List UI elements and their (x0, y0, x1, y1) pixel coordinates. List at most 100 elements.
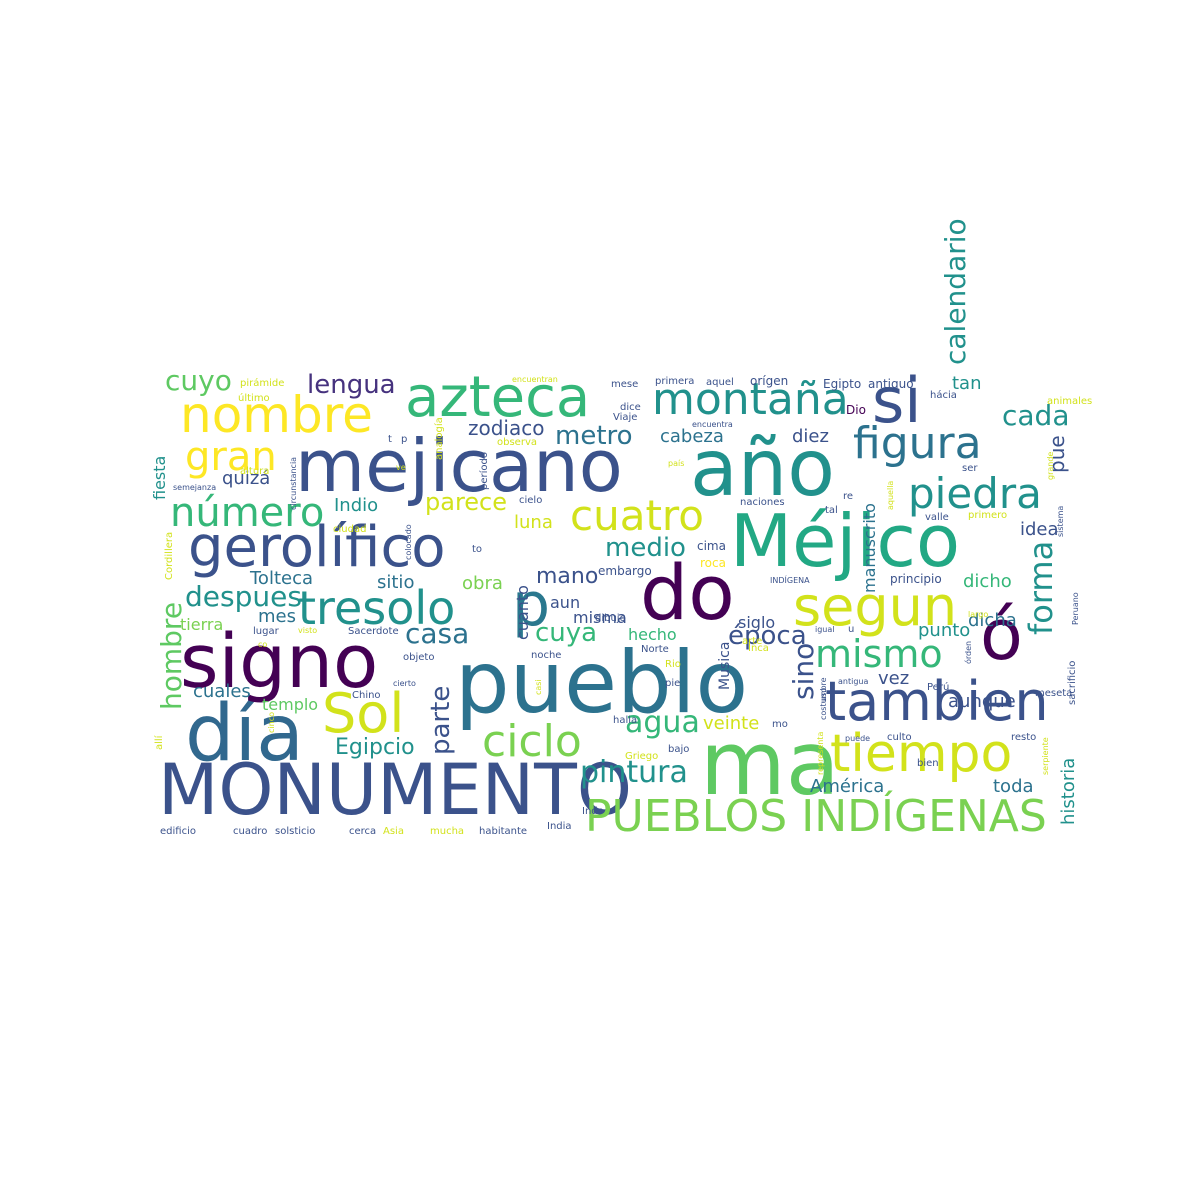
word-gerolifico-11: gerolífico (188, 515, 446, 580)
word-colocado-114: colocado (404, 524, 413, 560)
word-principio-84: principio (890, 572, 942, 586)
word-tierra-63: tierra (180, 615, 224, 634)
word-orden-142: órden (964, 640, 973, 664)
word-antigua-140: antigua (838, 677, 869, 686)
word-periodo-107: período (479, 452, 490, 490)
word-obra-58: obra (462, 573, 503, 594)
word-objeto-119: objeto (403, 652, 435, 663)
word-egipto-93: Egipto (823, 377, 862, 391)
word-largo-131: largo (968, 610, 989, 619)
word-o-13: ó (980, 594, 1023, 676)
word-gran-29: gran (185, 434, 277, 480)
word-punto-67: punto (918, 620, 971, 641)
word-cuadro-163: cuadro (233, 826, 268, 837)
word-igual-141: igual (815, 625, 835, 634)
word-sol-17: Sol (322, 682, 405, 745)
word-epoca-40: época (728, 621, 807, 651)
word-asia-166: Asia (383, 826, 404, 837)
word-numero-24: número (170, 490, 325, 536)
word-mo-156: mo (772, 719, 788, 730)
word-co-159: co (258, 640, 268, 649)
word-origen-95: orígen (750, 374, 789, 388)
word-mes-62: mes (258, 606, 296, 627)
word-sistema-132: sistema (1056, 505, 1065, 537)
word-dice-103: dice (620, 402, 641, 413)
word-aquel-96: aquel (706, 377, 734, 388)
word-u-171: u (848, 624, 855, 635)
word-parte-37: parte (426, 685, 456, 755)
word-noche-120: noche (531, 650, 562, 661)
word-cima-82: cima (697, 539, 726, 553)
word-cordillera-115: Cordillera (164, 531, 175, 580)
word-cada-44: cada (1002, 399, 1070, 432)
word-ultimo-101: último (238, 393, 270, 404)
word-sacrificio-129: sacrificio (1067, 660, 1078, 705)
word-do-8: do (640, 548, 735, 637)
word-bajo-153: bajo (668, 744, 690, 755)
word-india-161: India (547, 821, 572, 832)
word-dio-92: Dio (846, 403, 866, 417)
word-montana-20: montaña (652, 374, 849, 425)
word-cinco-158: cinco (267, 712, 276, 733)
word-siglo-64: siglo (738, 613, 776, 632)
word-inca-122: Inca (748, 643, 769, 654)
word-p-19: p (512, 570, 551, 640)
word-mese-98: mese (611, 379, 639, 390)
word-sino-39: sino (787, 642, 820, 700)
word-resto-144: resto (1011, 732, 1037, 743)
word-viaje-102: Viaje (613, 412, 638, 423)
word-manuscrito-71: manuscrito (860, 503, 879, 593)
word-embargo-81: embargo (598, 564, 652, 578)
word-primera-97: primera (655, 376, 695, 387)
word-alli-157: allí (154, 735, 165, 750)
word-zodiaco-48: zodiaco (468, 416, 545, 440)
word-tolteca-52: Tolteca (250, 568, 314, 589)
word-p-170: p (401, 434, 408, 445)
word-cerca-165: cerca (349, 826, 377, 837)
word-templo-61: templo (262, 695, 319, 714)
word-piramide-100: pirámide (240, 378, 285, 389)
word-antiguo-94: antiguo (868, 377, 914, 391)
word-puede-145: puede (845, 734, 871, 743)
word-uso-139: uso (819, 687, 828, 702)
word-halla-152: halla (613, 715, 638, 726)
word-sacerdote-118: Sacerdote (348, 626, 399, 637)
word-circunstancia-113: circunstancia (289, 456, 298, 510)
word-serpiente-147: serpiente (1041, 737, 1050, 775)
word-tresolo-21: tresolo (298, 581, 456, 635)
word-griego-154: Griego (625, 751, 659, 762)
word-peru-127: Perú (927, 682, 950, 693)
word-dibujo-124: dibujo (595, 613, 626, 624)
word-azteca-9: azteca (405, 365, 591, 430)
word-roca-83: roca (700, 556, 726, 570)
word-si-14: si (872, 364, 922, 437)
word-metro-42: metro (555, 421, 633, 451)
word-hacia-136: hácia (930, 390, 957, 401)
word-monumento-4: MONUMENTO (158, 749, 632, 831)
word-figura-22: figura (853, 418, 982, 469)
word-arte-125: arte (742, 636, 763, 647)
word-signo-7: signo (180, 619, 379, 705)
word-visto-117: visto (298, 626, 318, 635)
word-veinte-75: veinte (703, 713, 760, 734)
word-valle-89: valle (925, 512, 949, 523)
word-primero-90: primero (968, 510, 1008, 521)
word-aunque-74: aunque (948, 691, 1016, 712)
word-culto-143: culto (887, 732, 912, 743)
word-luna-56: luna (514, 512, 553, 533)
word-animales-137: animales (1047, 396, 1093, 407)
word-encuentra-105: encuentra (692, 420, 733, 429)
word-despues-38: despues (185, 580, 302, 613)
word-ciclo-26: ciclo (482, 716, 582, 767)
word-cuya-34: cuya (535, 618, 598, 648)
word-ano-1: año (690, 424, 835, 514)
word-idea-70: idea (1020, 519, 1059, 540)
word-re-88: re (843, 491, 854, 502)
word-historia-78: historia (1058, 757, 1079, 825)
word-cierto-150: cierto (393, 679, 416, 688)
word-peruano-130: Peruano (1071, 592, 1080, 625)
word-america-76: América (810, 776, 885, 797)
word-pueblos-indigenas-12: PUEBLOS INDÍGENAS (585, 791, 1047, 842)
word-medio-35: medio (605, 533, 686, 563)
